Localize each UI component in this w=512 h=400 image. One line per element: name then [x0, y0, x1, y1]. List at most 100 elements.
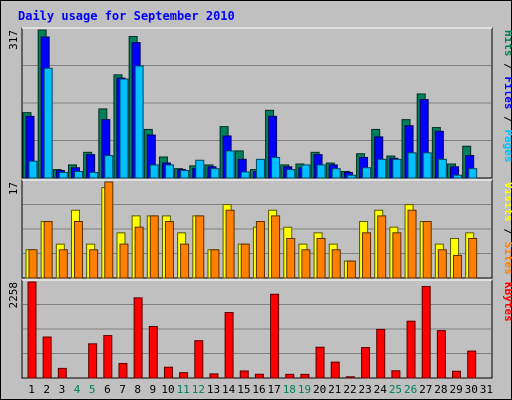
bar-kbytes-9	[148, 325, 158, 379]
bar-sites-24	[377, 215, 387, 279]
panel-hits-files-pages: 317	[7, 27, 493, 179]
bar-kbytes-5	[88, 343, 98, 379]
x-tick-label-1: 1	[28, 383, 35, 396]
bar-kbytes-11	[179, 372, 189, 379]
bar-pages-1	[28, 160, 38, 179]
bar-pages-16	[255, 158, 265, 179]
x-tick-label-8: 8	[134, 383, 141, 396]
bar-pages-29	[453, 174, 463, 179]
panel-max-label: 2258	[7, 282, 20, 309]
bar-sites-18	[286, 237, 296, 279]
bar-sites-21	[331, 249, 341, 279]
x-tick-label-20: 20	[313, 383, 326, 396]
legend-item-files: Files	[502, 76, 512, 109]
x-tick-label-25: 25	[389, 383, 402, 396]
panel-visits-sites: 17	[7, 179, 493, 279]
bar-sites-9	[149, 215, 159, 279]
x-tick-label-3: 3	[59, 383, 66, 396]
bar-sites-4	[73, 221, 83, 279]
bar-kbytes-27	[421, 286, 431, 379]
legend-separator: /	[502, 222, 512, 242]
bar-sites-10	[164, 221, 174, 279]
bar-pages-17	[271, 156, 281, 179]
legend-visits-sites: Visits / Sites	[502, 182, 512, 275]
x-tick-label-11: 11	[177, 383, 190, 396]
bar-pages-13	[210, 168, 220, 179]
bar-pages-19	[301, 164, 311, 179]
chart-title: Daily usage for September 2010	[18, 9, 235, 23]
bar-sites-19	[301, 249, 311, 279]
legend-item-sites: Sites	[502, 242, 512, 275]
x-tick-label-28: 28	[434, 383, 447, 396]
bar-pages-14	[225, 150, 235, 179]
series-sites	[28, 181, 478, 279]
x-tick-label-13: 13	[207, 383, 220, 396]
x-tick-label-30: 30	[465, 383, 478, 396]
bar-pages-26	[407, 152, 417, 179]
bar-kbytes-15	[239, 370, 249, 379]
bar-kbytes-1	[27, 281, 37, 379]
bar-sites-17	[271, 215, 281, 279]
x-tick-label-19: 19	[298, 383, 311, 396]
x-tick-label-7: 7	[119, 383, 126, 396]
legend-separator: /	[502, 57, 512, 77]
x-tick-label-27: 27	[419, 383, 432, 396]
x-tick-label-9: 9	[150, 383, 157, 396]
bar-sites-23	[362, 232, 372, 279]
bar-kbytes-25	[391, 370, 401, 379]
bar-kbytes-18	[285, 373, 295, 379]
x-tick-label-5: 5	[89, 383, 96, 396]
x-tick-label-17: 17	[268, 383, 281, 396]
bar-pages-22	[346, 174, 356, 179]
x-tick-label-26: 26	[404, 383, 417, 396]
bar-kbytes-12	[194, 340, 204, 379]
bar-sites-27	[422, 221, 432, 279]
x-tick-label-22: 22	[343, 383, 356, 396]
x-tick-label-18: 18	[283, 383, 296, 396]
x-tick-label-31: 31	[480, 383, 493, 396]
bar-pages-12	[195, 159, 205, 179]
bar-kbytes-13	[209, 373, 219, 379]
legend-item-pages: Pages	[502, 129, 512, 162]
x-tick-label-2: 2	[43, 383, 50, 396]
bar-pages-23	[362, 167, 372, 179]
x-tick-label-14: 14	[222, 383, 236, 396]
bar-sites-6	[104, 181, 114, 279]
bar-pages-27	[422, 152, 432, 179]
bar-sites-14	[225, 209, 235, 279]
bar-kbytes-16	[254, 373, 264, 379]
bar-pages-11	[180, 170, 190, 179]
bar-sites-1	[28, 249, 38, 279]
bar-pages-6	[104, 155, 114, 179]
bar-pages-25	[392, 158, 402, 179]
bar-pages-21	[331, 168, 341, 179]
bar-kbytes-14	[224, 312, 234, 379]
bar-kbytes-26	[406, 320, 416, 379]
bar-kbytes-8	[133, 297, 143, 379]
bar-pages-9	[149, 164, 159, 179]
bar-pages-5	[89, 171, 99, 179]
bar-pages-8	[134, 65, 144, 179]
x-tick-label-23: 23	[359, 383, 372, 396]
bar-sites-20	[316, 237, 326, 279]
x-tick-label-16: 16	[252, 383, 265, 396]
bar-pages-15	[240, 171, 250, 179]
bar-kbytes-2	[42, 336, 52, 379]
bar-sites-12	[195, 215, 205, 279]
legend-hits-files-pages: Hits / Files / Pages	[502, 30, 512, 163]
bar-pages-2	[43, 67, 53, 179]
x-tick-label-24: 24	[374, 383, 388, 396]
bar-sites-22	[346, 260, 356, 279]
x-tick-label-10: 10	[161, 383, 174, 396]
bar-pages-20	[316, 164, 326, 179]
bar-kbytes-6	[103, 335, 113, 379]
panel-max-label: 317	[7, 30, 20, 50]
bar-sites-8	[134, 226, 144, 279]
legend-separator: /	[502, 110, 512, 130]
bar-sites-5	[89, 249, 99, 279]
legend-item-visits: Visits	[502, 182, 512, 222]
bar-kbytes-22	[345, 376, 355, 379]
x-tick-label-4: 4	[74, 383, 81, 396]
bar-kbytes-28	[436, 330, 446, 379]
x-tick-label-21: 21	[328, 383, 341, 396]
